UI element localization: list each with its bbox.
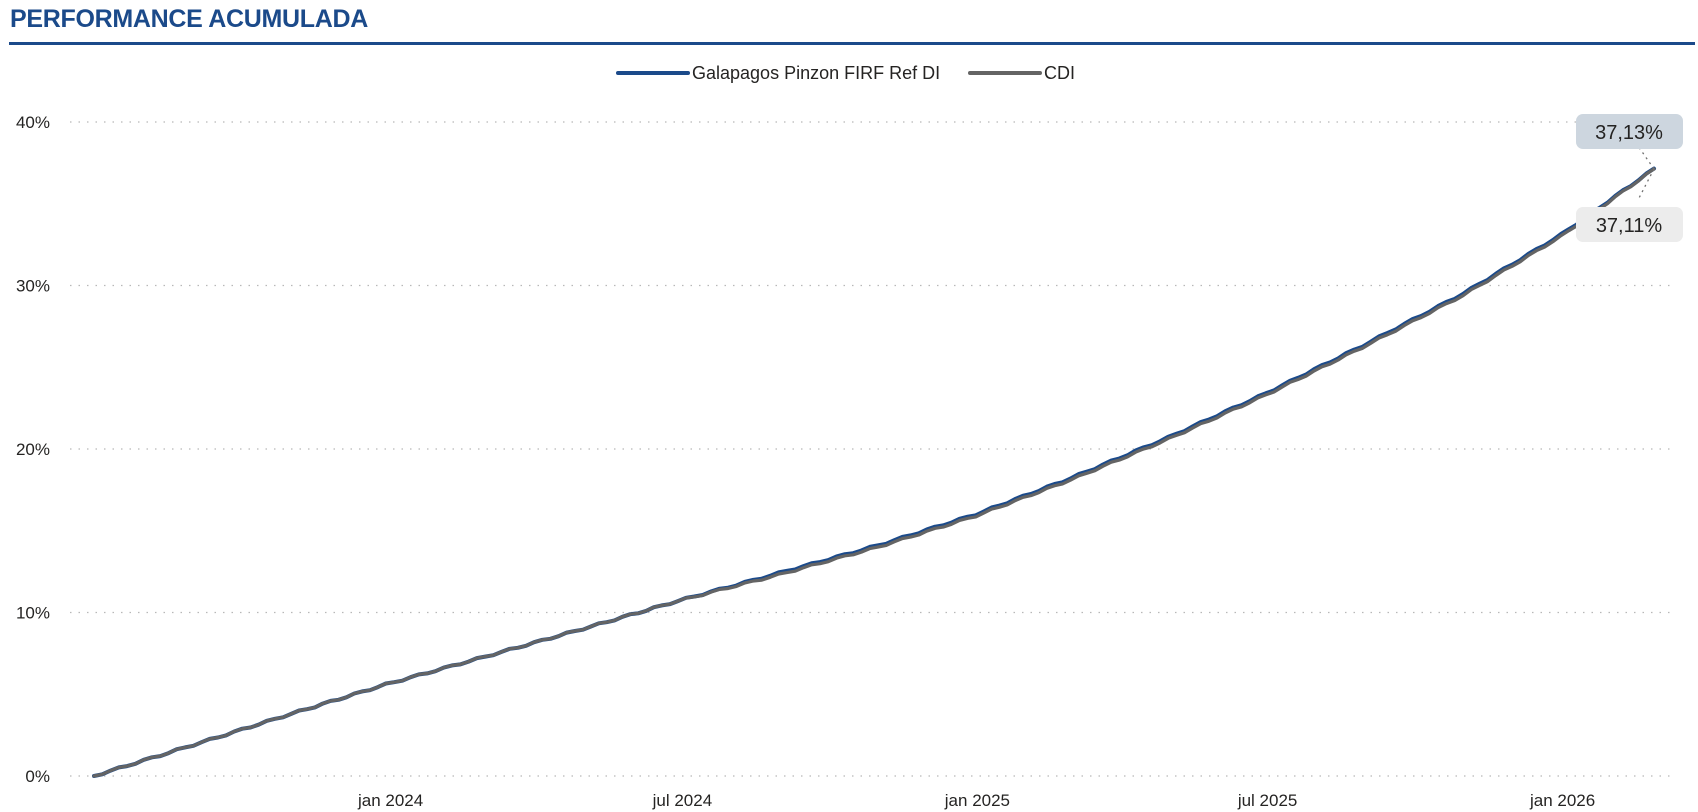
title-divider [9, 42, 1695, 45]
end-label-leader [1637, 145, 1655, 170]
y-axis-ticks: 0% 10% 20% 30% 40% [16, 113, 50, 786]
x-axis-ticks: jan 2024 jul 2024 jan 2025 jul 2025 jan 2026 [357, 791, 1595, 810]
series-lines [92, 166, 1656, 778]
x-tick-label: jan 2025 [944, 791, 1010, 810]
gridlines [70, 121, 1676, 777]
x-tick-label: jul 2024 [652, 791, 713, 810]
x-tick-label: jan 2024 [357, 791, 423, 810]
end-label-box-fund [1576, 114, 1683, 149]
legend: Galapagos Pinzon FIRF Ref DI CDI [616, 63, 1075, 83]
legend-label: Galapagos Pinzon FIRF Ref DI [692, 63, 940, 83]
end-label-fund: 37,13% [1595, 122, 1663, 144]
y-tick-label: 10% [16, 604, 50, 623]
legend-label: CDI [1044, 63, 1075, 83]
series-line-cdi [92, 167, 1656, 778]
y-tick-label: 20% [16, 440, 50, 459]
x-tick-label: jan 2026 [1529, 791, 1595, 810]
page-title: PERFORMANCE ACUMULADA [10, 5, 369, 33]
y-tick-label: 0% [25, 767, 50, 786]
end-label-cdi: 37,11% [1596, 215, 1663, 237]
series-line-fund [92, 166, 1656, 778]
y-tick-label: 40% [16, 113, 50, 132]
x-tick-label: jul 2025 [1237, 791, 1298, 810]
end-label-box-cdi [1576, 207, 1683, 242]
end-labels: 37,13% 37,11% [1576, 114, 1683, 242]
y-tick-label: 30% [16, 277, 50, 296]
